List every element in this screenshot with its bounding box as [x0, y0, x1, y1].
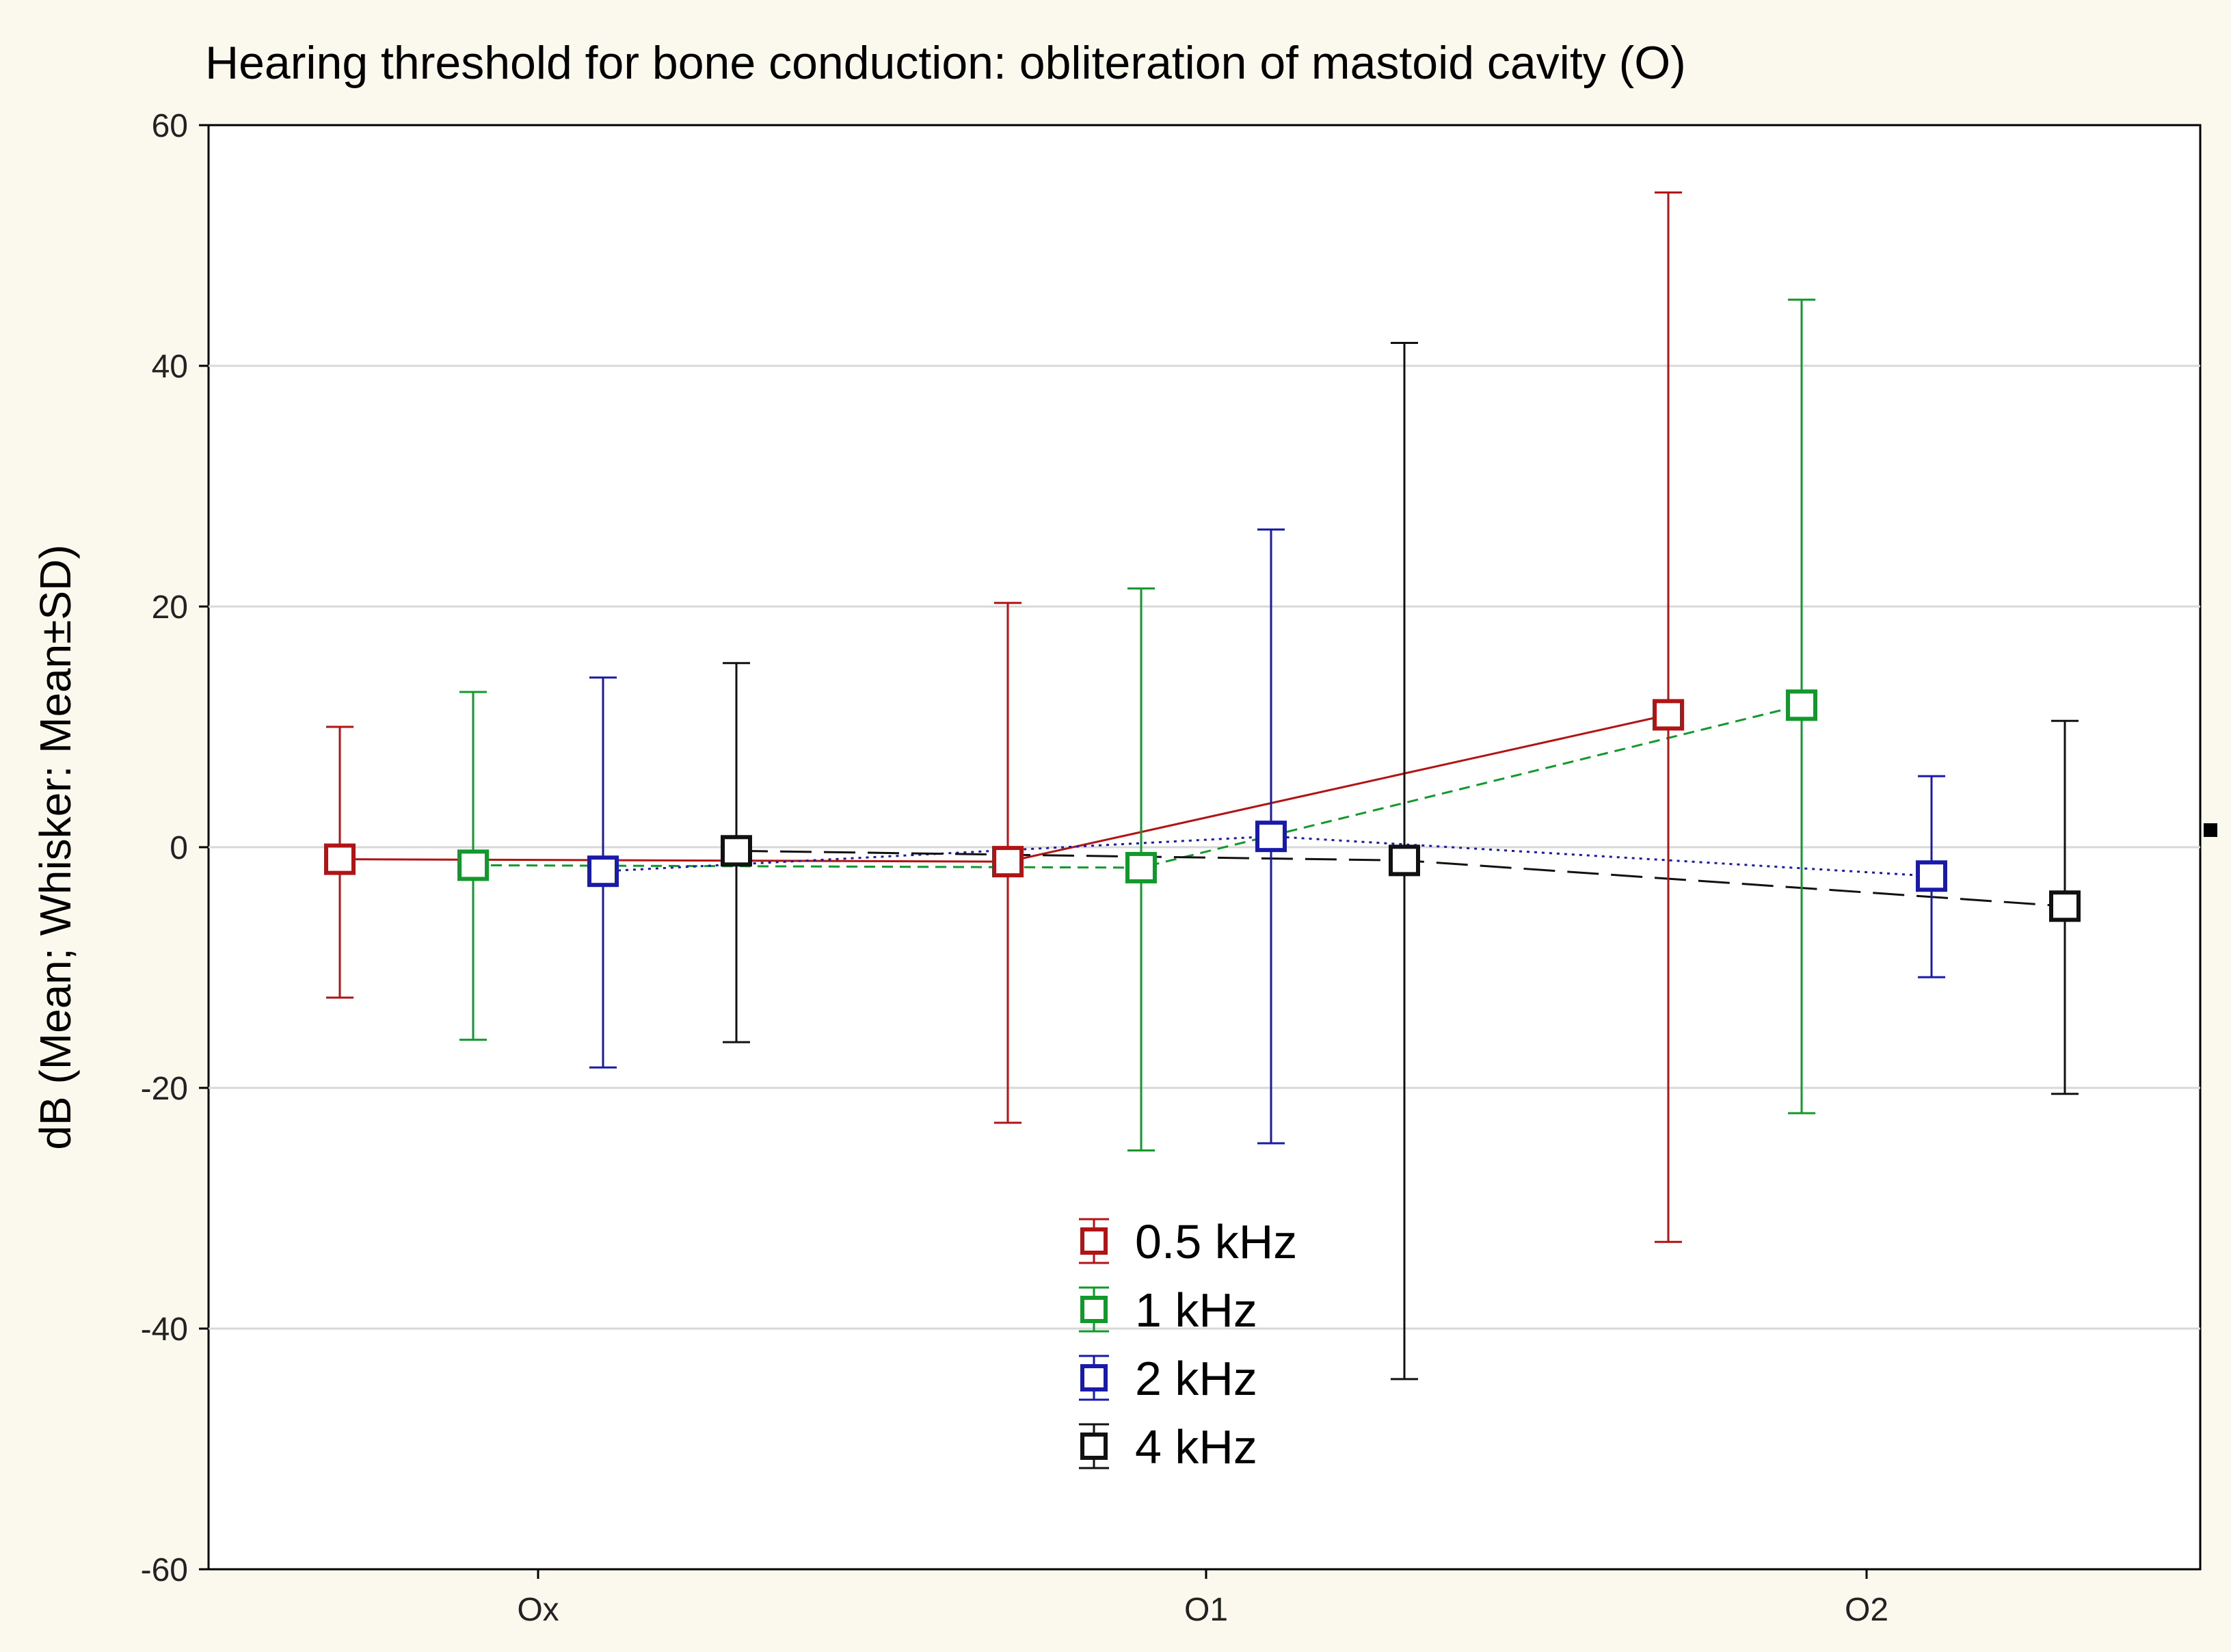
legend-label: 0.5 kHz [1135, 1215, 1297, 1268]
legend-marker [1080, 1296, 1108, 1323]
mean-marker-0-5-khz-o1 [992, 846, 1024, 878]
x-axis: Ox O1 O2 [517, 1569, 1888, 1628]
y-tick-label: -20 [141, 1071, 188, 1107]
x-tick-label-o2: O2 [1845, 1592, 1888, 1628]
chart-title: Hearing threshold for bone conduction: o… [205, 37, 1686, 89]
mean-marker-4-khz-ox [721, 835, 752, 867]
mean-marker-4-khz-o2 [2049, 890, 2081, 922]
legend: 0.5 kHz 1 kHz 2 kHz 4 kHz [1079, 1215, 1297, 1474]
mean-marker-4-khz-o1 [1389, 844, 1420, 877]
mean-marker-1-khz-ox [457, 849, 489, 881]
mean-markers [324, 689, 2081, 922]
y-tick-label: 20 [152, 589, 188, 626]
y-tick-label: 40 [152, 349, 188, 385]
y-axis: -60 -40 -20 0 20 40 60 [141, 108, 209, 1588]
legend-item-0-5-khz: 0.5 kHz [1079, 1215, 1297, 1268]
edge-marker [2204, 823, 2217, 837]
legend-label: 1 kHz [1135, 1283, 1257, 1337]
mean-marker-0-5-khz-ox [324, 843, 356, 875]
mean-marker-1-khz-o1 [1125, 851, 1157, 883]
y-tick-label: 0 [170, 830, 188, 866]
y-axis-label: dB (Mean; Whisker: Mean±SD) [31, 544, 80, 1149]
legend-label: 2 kHz [1135, 1352, 1257, 1405]
mean-marker-2-khz-o1 [1255, 821, 1287, 853]
x-tick-label-o1: O1 [1184, 1592, 1228, 1628]
mean-marker-0-5-khz-o2 [1653, 699, 1684, 731]
y-tick-label: -40 [141, 1311, 188, 1348]
x-tick-label-ox: Ox [517, 1592, 559, 1628]
legend-marker [1080, 1364, 1108, 1391]
mean-marker-2-khz-ox [587, 855, 619, 888]
y-tick-label: 60 [152, 108, 188, 144]
legend-marker [1080, 1433, 1108, 1460]
plot-area: -60 -40 -20 0 20 40 60 Ox O1 O2 [141, 108, 2202, 1628]
mean-marker-2-khz-o2 [1916, 860, 1947, 892]
legend-item-4-khz: 4 kHz [1079, 1420, 1257, 1474]
y-tick-label: -60 [141, 1552, 188, 1588]
legend-label: 4 kHz [1135, 1420, 1257, 1474]
legend-item-2-khz: 2 kHz [1079, 1352, 1257, 1405]
legend-item-1-khz: 1 kHz [1079, 1283, 1257, 1337]
legend-marker [1080, 1227, 1108, 1255]
grid-lines [209, 364, 2200, 1330]
mean-marker-1-khz-o2 [1786, 689, 1817, 721]
